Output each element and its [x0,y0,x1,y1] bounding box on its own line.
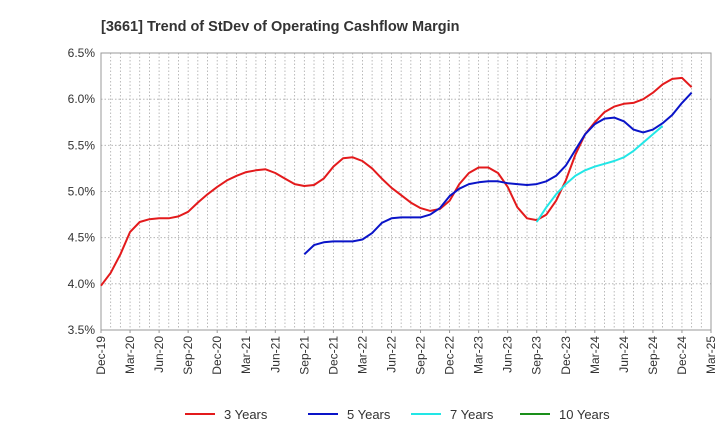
x-tick-label: Mar-23 [472,336,486,374]
x-tick-label: Sep-24 [646,336,660,375]
x-tick-label: Jun-23 [501,336,515,373]
x-tick-label: Dec-22 [443,336,457,375]
x-tick-label: Sep-23 [530,336,544,375]
x-tick-label: Dec-20 [210,336,224,375]
y-tick-label: 6.0% [68,92,96,106]
grid-lines [101,53,711,330]
legend: 3 Years 5 Years 7 Years 10 Years [185,407,610,422]
x-tick-label: Sep-21 [297,336,311,375]
x-tick-label: Sep-22 [414,336,428,375]
x-tick-label: Jun-20 [152,336,166,373]
y-tick-label: 6.5% [68,46,96,60]
series-line-5-years [303,92,693,256]
x-tick-label: Jun-22 [384,336,398,373]
y-axis: 3.5% 4.0% 4.5% 5.0% 5.5% 6.0% 6.5% [68,46,96,337]
x-tick-label: Mar-22 [355,336,369,374]
x-axis: Dec-19 Mar-20 Jun-20 Sep-20 Dec-20 Mar-21 Jun-… [94,330,718,375]
series-line-7-years [535,125,664,223]
x-tick-label: Dec-23 [559,336,573,375]
series-line-3-years [100,76,693,287]
x-tick-label: Dec-19 [94,336,108,375]
legend-label: 3 Years [224,407,268,422]
legend-label: 7 Years [450,407,494,422]
plot-area [100,52,712,331]
x-tick-label: Dec-21 [326,336,340,375]
x-tick-label: Mar-24 [588,336,602,374]
x-tick-label: Mar-21 [239,336,253,374]
y-tick-label: 4.0% [68,277,96,291]
y-tick-label: 3.5% [68,323,96,337]
legend-label: 5 Years [347,407,391,422]
x-tick-label: Mar-20 [123,336,137,374]
legend-label: 10 Years [559,407,610,422]
y-tick-label: 5.5% [68,138,96,152]
y-tick-label: 5.0% [68,185,96,199]
x-tick-label: Jun-24 [617,336,631,373]
x-tick-label: Dec-24 [675,336,689,375]
chart-title: [3661] Trend of StDev of Operating Cashf… [101,19,460,35]
y-tick-label: 4.5% [68,231,96,245]
x-tick-label: Jun-21 [268,336,282,373]
x-tick-label: Mar-25 [704,336,718,374]
x-tick-label: Sep-20 [181,336,195,375]
series-lines [100,76,693,287]
